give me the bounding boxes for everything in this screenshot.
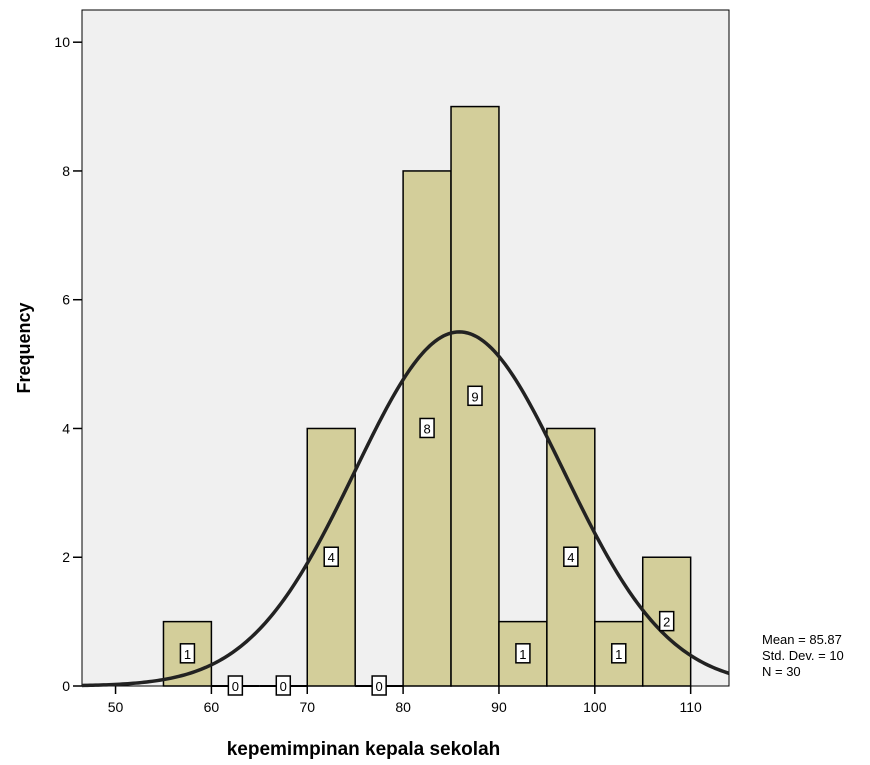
bar-data-label-box bbox=[323, 546, 339, 567]
bar-data-label-text: 4 bbox=[328, 550, 335, 565]
bar-data-label-text: 4 bbox=[567, 550, 574, 565]
bar-data-label-box bbox=[611, 643, 627, 664]
bar-data-label-box bbox=[179, 643, 196, 664]
bar-data-label: 1 bbox=[179, 643, 196, 664]
bar-data-label-text: 0 bbox=[280, 679, 287, 694]
bar-data-label-box bbox=[371, 675, 387, 696]
bar-data-label-text: 0 bbox=[376, 679, 383, 694]
bar-data-label-text: 9 bbox=[471, 389, 478, 404]
x-tick-label: 110 bbox=[679, 699, 702, 715]
bar-data-label: 1 bbox=[611, 643, 627, 664]
y-tick-label: 4 bbox=[62, 420, 70, 436]
bar-data-label: 8 bbox=[419, 417, 435, 439]
stats-legend-line: Mean = 85.87 bbox=[762, 632, 842, 647]
stats-legend-line: N = 30 bbox=[762, 664, 801, 679]
x-tick-label: 50 bbox=[108, 699, 124, 715]
y-tick-label: 8 bbox=[62, 163, 70, 179]
x-tick-label: 80 bbox=[395, 699, 411, 715]
bar-data-label-text: 0 bbox=[232, 679, 239, 694]
x-tick-label: 90 bbox=[491, 699, 507, 715]
x-axis-title: kepemimpinan kepala sekolah bbox=[227, 739, 501, 760]
x-tick-label: 70 bbox=[299, 699, 315, 715]
y-tick-label: 0 bbox=[62, 678, 70, 694]
y-axis: 0 2 4 6 8 10 bbox=[54, 34, 82, 694]
bar-data-label: 0 bbox=[275, 675, 292, 696]
bar-data-label-box bbox=[658, 610, 675, 632]
normal-curve bbox=[81, 330, 730, 688]
y-axis-title: Frequency bbox=[14, 302, 34, 393]
bar-data-label-box bbox=[515, 643, 531, 664]
bar-data-label: 0 bbox=[227, 675, 244, 696]
y-tick-label: 10 bbox=[54, 34, 70, 50]
x-tick-label: 60 bbox=[204, 699, 220, 715]
bar-data-label-text: 2 bbox=[663, 615, 670, 630]
bar-data-label: 4 bbox=[323, 546, 339, 567]
bar-data-label-box bbox=[275, 675, 292, 696]
y-tick-label: 2 bbox=[62, 549, 70, 565]
stats-legend-line: Std. Dev. = 10 bbox=[762, 648, 844, 663]
bar-data-label-box bbox=[227, 675, 244, 696]
bar-data-label-box bbox=[467, 385, 483, 407]
bar-data-label: 1 bbox=[515, 643, 531, 664]
bar-data-label: 2 bbox=[658, 610, 675, 632]
bar-data-label-text: 1 bbox=[615, 647, 622, 662]
bar-data-label-box bbox=[563, 546, 579, 567]
bar-data-label: 9 bbox=[467, 385, 483, 407]
bar-data-label-text: 8 bbox=[423, 421, 430, 436]
bar-data-label-box bbox=[419, 417, 435, 439]
bar-data-label-text: 1 bbox=[519, 647, 526, 662]
bar-data-label: 4 bbox=[563, 546, 579, 567]
x-tick-label: 100 bbox=[583, 699, 607, 715]
x-axis: 50 60 70 80 90 100 110 bbox=[108, 686, 702, 715]
bar-data-label-text: 1 bbox=[184, 647, 191, 662]
bar-data-label: 0 bbox=[371, 675, 387, 696]
bar-labels-layer: 1 0 0 4 0 8 9 1 4 1 2 bbox=[179, 385, 675, 696]
y-tick-label: 6 bbox=[62, 292, 70, 308]
